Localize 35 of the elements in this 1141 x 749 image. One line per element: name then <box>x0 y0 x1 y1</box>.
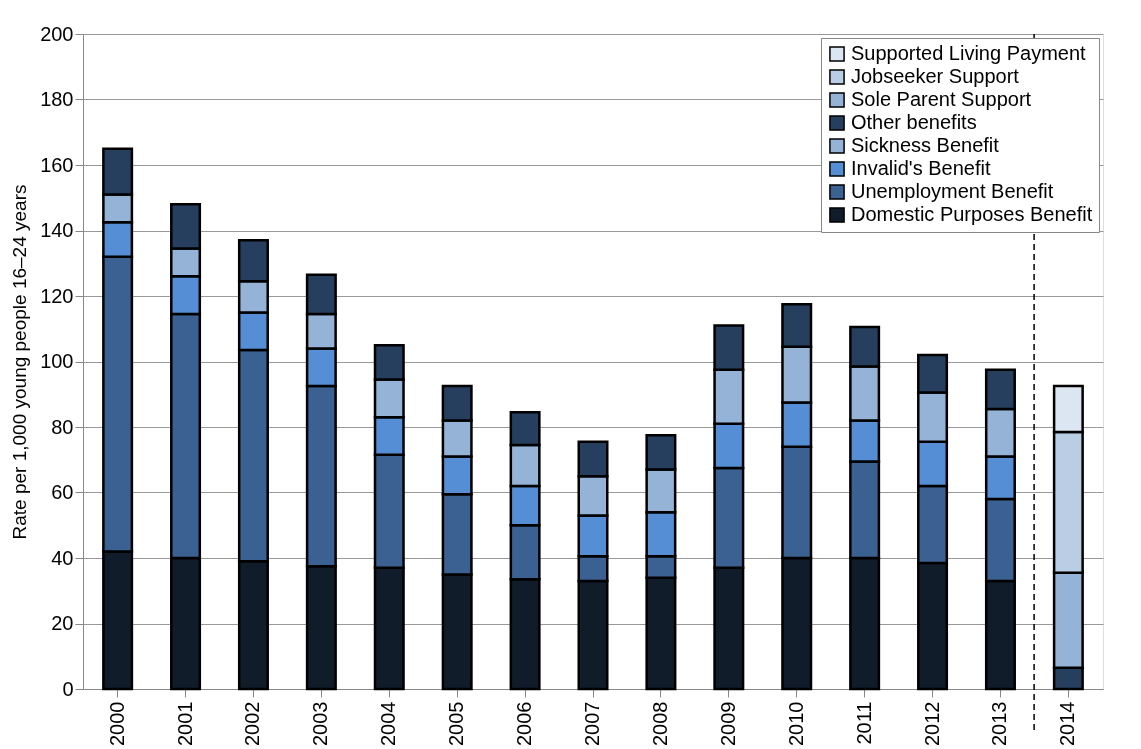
x-tick-label: 2007 <box>581 701 603 746</box>
y-tick-label: 60 <box>51 481 74 503</box>
x-tick-label: 2014 <box>1056 701 1079 746</box>
y-tick-label: 180 <box>40 88 74 110</box>
y-tick-label: 120 <box>40 284 74 307</box>
x-tick-label: 2000 <box>105 701 128 746</box>
x-tick-label: 2004 <box>377 701 400 746</box>
x-tick-label: 2001 <box>173 701 196 746</box>
x-tick-label: 2012 <box>920 701 943 746</box>
x-tick-label: 2008 <box>648 701 671 746</box>
y-tick-label: 40 <box>51 546 74 569</box>
legend-label: Invalid's Benefit <box>851 157 991 179</box>
legend-label: Unemployment Benefit <box>851 180 1054 202</box>
y-tick-label: 140 <box>40 219 74 241</box>
x-tick-label: 2003 <box>309 701 332 746</box>
x-tick-label: 2010 <box>784 701 807 746</box>
x-tick-label: 2006 <box>513 701 536 746</box>
y-tick-label: 200 <box>40 22 74 45</box>
x-tick-label: 2009 <box>716 701 739 746</box>
y-tick-label: 100 <box>40 350 74 372</box>
legend-label: Sickness Benefit <box>851 134 1000 156</box>
x-tick-label: 2011 <box>852 701 875 745</box>
y-tick-label: 160 <box>40 153 74 176</box>
legend-label: Other benefits <box>851 111 977 133</box>
x-tick-label: 2013 <box>988 701 1011 746</box>
y-tick-label: 80 <box>51 415 74 438</box>
y-tick-label: 0 <box>62 677 74 700</box>
legend-label: Jobseeker Support <box>851 65 1020 87</box>
y-axis-title: Rate per 1,000 young people 16–24 years <box>9 184 31 540</box>
y-tick-label: 20 <box>51 612 74 634</box>
x-tick-label: 2002 <box>241 701 264 746</box>
legend-label: Domestic Purposes Benefit <box>851 203 1093 225</box>
legend-label: Sole Parent Support <box>851 88 1032 110</box>
legend-label: Supported Living Payment <box>851 42 1087 64</box>
x-tick-label: 2005 <box>445 701 468 746</box>
